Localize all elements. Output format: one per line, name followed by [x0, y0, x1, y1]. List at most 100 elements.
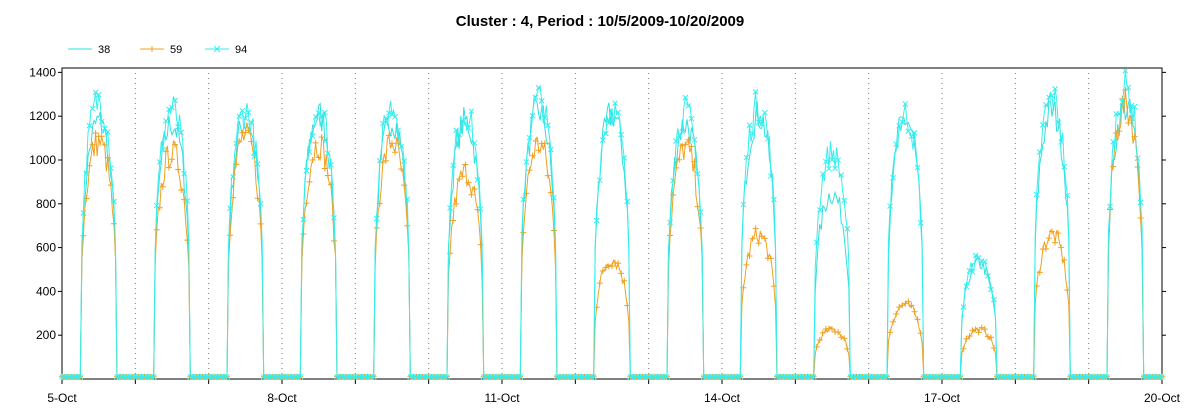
series-point-59 [330, 237, 337, 244]
series-point-94 [609, 119, 615, 126]
series-point-59 [621, 277, 628, 284]
series-point-94 [1061, 163, 1068, 170]
series-point-94 [245, 109, 252, 116]
y-tick-label: 400 [36, 284, 56, 298]
series-point-94 [771, 196, 777, 203]
series-point-94 [172, 97, 178, 104]
series-point-59 [385, 132, 392, 139]
series-point-59 [899, 302, 906, 309]
series-point-94 [184, 198, 191, 204]
series-point-59 [679, 142, 686, 149]
series-point-94 [1052, 85, 1058, 92]
series-point-94 [175, 124, 181, 130]
series-point-59 [984, 333, 991, 340]
series-point-59 [401, 182, 408, 189]
series-point-94 [743, 154, 750, 161]
series-point-59 [236, 138, 243, 145]
series-point-94 [471, 140, 478, 146]
series-point-94 [1030, 373, 1037, 380]
series-point-94 [624, 198, 631, 205]
series-point-59 [838, 334, 845, 341]
series-group [59, 67, 1165, 380]
series-point-94 [373, 215, 380, 222]
series-point-59 [767, 255, 774, 262]
series-point-59 [1055, 230, 1062, 237]
series-point-94 [541, 114, 548, 121]
series-point-59 [101, 141, 108, 148]
series-point-59 [398, 165, 405, 172]
series-point-59 [896, 304, 903, 311]
series-point-59 [887, 329, 894, 336]
series-point-59 [468, 191, 475, 198]
series-point-59 [1125, 119, 1132, 126]
series-point-59 [1137, 215, 1144, 222]
series-point-59 [978, 324, 985, 331]
series-point-94 [603, 130, 609, 137]
series-point-59 [471, 186, 478, 193]
series-point-94 [548, 146, 554, 153]
series-point-94 [83, 170, 90, 177]
legend-label: 38 [98, 44, 110, 56]
series-point-59 [541, 140, 548, 147]
series-point-94 [395, 127, 401, 134]
series-point-94 [679, 128, 686, 135]
series-point-59 [110, 220, 117, 227]
series-point-59 [165, 164, 172, 171]
series-point-59 [835, 329, 842, 336]
series-point-59 [676, 156, 683, 163]
series-point-59 [615, 260, 622, 267]
series-point-59 [544, 172, 551, 179]
series-point-94 [673, 138, 680, 144]
series-point-59 [92, 129, 99, 136]
series-point-59 [389, 140, 395, 147]
series-point-94 [77, 373, 84, 380]
series-point-59 [306, 178, 313, 185]
series-point-94 [181, 170, 188, 177]
legend-label: 94 [235, 44, 247, 56]
y-tick-label: 1000 [29, 153, 56, 167]
series-point-59 [749, 235, 756, 242]
legend: 38 59 94 [68, 44, 247, 56]
series-point-94 [612, 100, 618, 107]
series-point-94 [981, 258, 988, 265]
series-point-94 [86, 122, 93, 129]
series-point-94 [520, 196, 527, 203]
series-point-59 [917, 330, 924, 337]
series-point-94 [98, 118, 105, 125]
series-point-94 [984, 273, 991, 279]
series-point-59 [382, 157, 389, 164]
series-point-59 [761, 235, 768, 242]
series-point-59 [1113, 130, 1120, 137]
series-point-94 [239, 107, 246, 114]
series-point-94 [453, 127, 460, 134]
series-point-94 [230, 174, 236, 180]
series-point-59 [914, 316, 921, 323]
series-point-94 [297, 373, 304, 380]
series-point-94 [682, 94, 689, 101]
grid [134, 68, 1090, 379]
series-point-59 [318, 134, 325, 141]
series-point-94 [324, 150, 331, 157]
series-point-59 [550, 227, 557, 234]
series-point-59 [520, 229, 527, 236]
series-point-59 [324, 172, 331, 179]
series-point-59 [535, 147, 542, 154]
series-point-59 [596, 280, 603, 287]
series-point-94 [156, 159, 163, 165]
series-point-94 [233, 140, 240, 147]
series-point-94 [89, 105, 96, 112]
series-point-94 [1122, 67, 1129, 74]
series-point-94 [227, 205, 233, 212]
series-point-59 [972, 326, 979, 333]
series-point-59 [321, 165, 328, 172]
series-point-94 [905, 128, 912, 135]
series-point-94 [988, 286, 994, 293]
series-point-94 [477, 206, 484, 212]
series-point-59 [1061, 256, 1068, 263]
series-point-94 [178, 129, 185, 136]
series-point-94 [819, 171, 826, 177]
y-tick-label: 800 [36, 197, 56, 211]
series-point-94 [465, 125, 472, 131]
series-point-59 [89, 141, 96, 148]
series-point-59 [688, 143, 695, 150]
